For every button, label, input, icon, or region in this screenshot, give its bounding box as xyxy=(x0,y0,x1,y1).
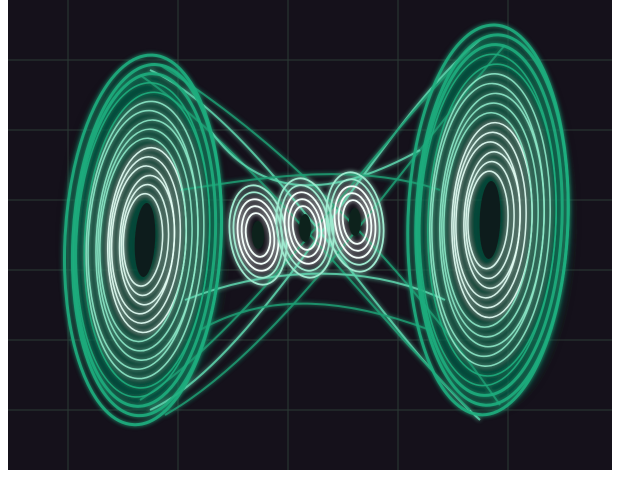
center-core xyxy=(349,208,361,236)
scroll-loop xyxy=(467,170,509,270)
scroll-loop xyxy=(122,192,164,287)
scroll-loop xyxy=(108,156,182,324)
scroll-loop xyxy=(110,165,176,315)
strand xyxy=(159,64,501,406)
center-loop xyxy=(341,199,369,245)
scroll-loop xyxy=(441,102,539,338)
scroll-loop xyxy=(416,43,564,397)
center-loop xyxy=(275,177,335,279)
center-loop xyxy=(325,171,385,273)
scroll-loop xyxy=(465,160,515,280)
scroll-loop xyxy=(453,131,527,309)
center-core xyxy=(299,214,311,242)
center-loop xyxy=(244,212,272,258)
scroll-core xyxy=(134,203,156,277)
scroll-loop xyxy=(85,100,205,380)
scroll-loop xyxy=(429,73,551,367)
center-core xyxy=(252,221,264,249)
scroll-loop xyxy=(97,128,193,352)
scroll-loop xyxy=(72,72,218,408)
center-loop xyxy=(240,205,276,265)
strand xyxy=(149,39,481,411)
center-loop xyxy=(287,198,323,258)
scroll-loop xyxy=(418,53,558,387)
center-loop xyxy=(283,191,327,265)
scroll-loop xyxy=(120,183,170,297)
center-loop xyxy=(329,178,381,266)
scroll-loop xyxy=(75,82,211,398)
center-loop xyxy=(333,185,377,259)
scroll-loop xyxy=(99,137,187,343)
scroll-loop xyxy=(406,23,570,417)
center-loop xyxy=(291,205,319,251)
scroll-loop xyxy=(431,82,545,358)
strand xyxy=(199,302,431,331)
scroll-loop xyxy=(63,53,223,427)
center-loop xyxy=(337,192,373,252)
attractor-trace xyxy=(63,23,570,427)
scroll-loop xyxy=(443,111,533,328)
scroll-loop xyxy=(87,109,199,371)
scroll-core xyxy=(479,181,501,259)
center-loop xyxy=(279,184,331,272)
scroll-loop xyxy=(455,141,521,299)
